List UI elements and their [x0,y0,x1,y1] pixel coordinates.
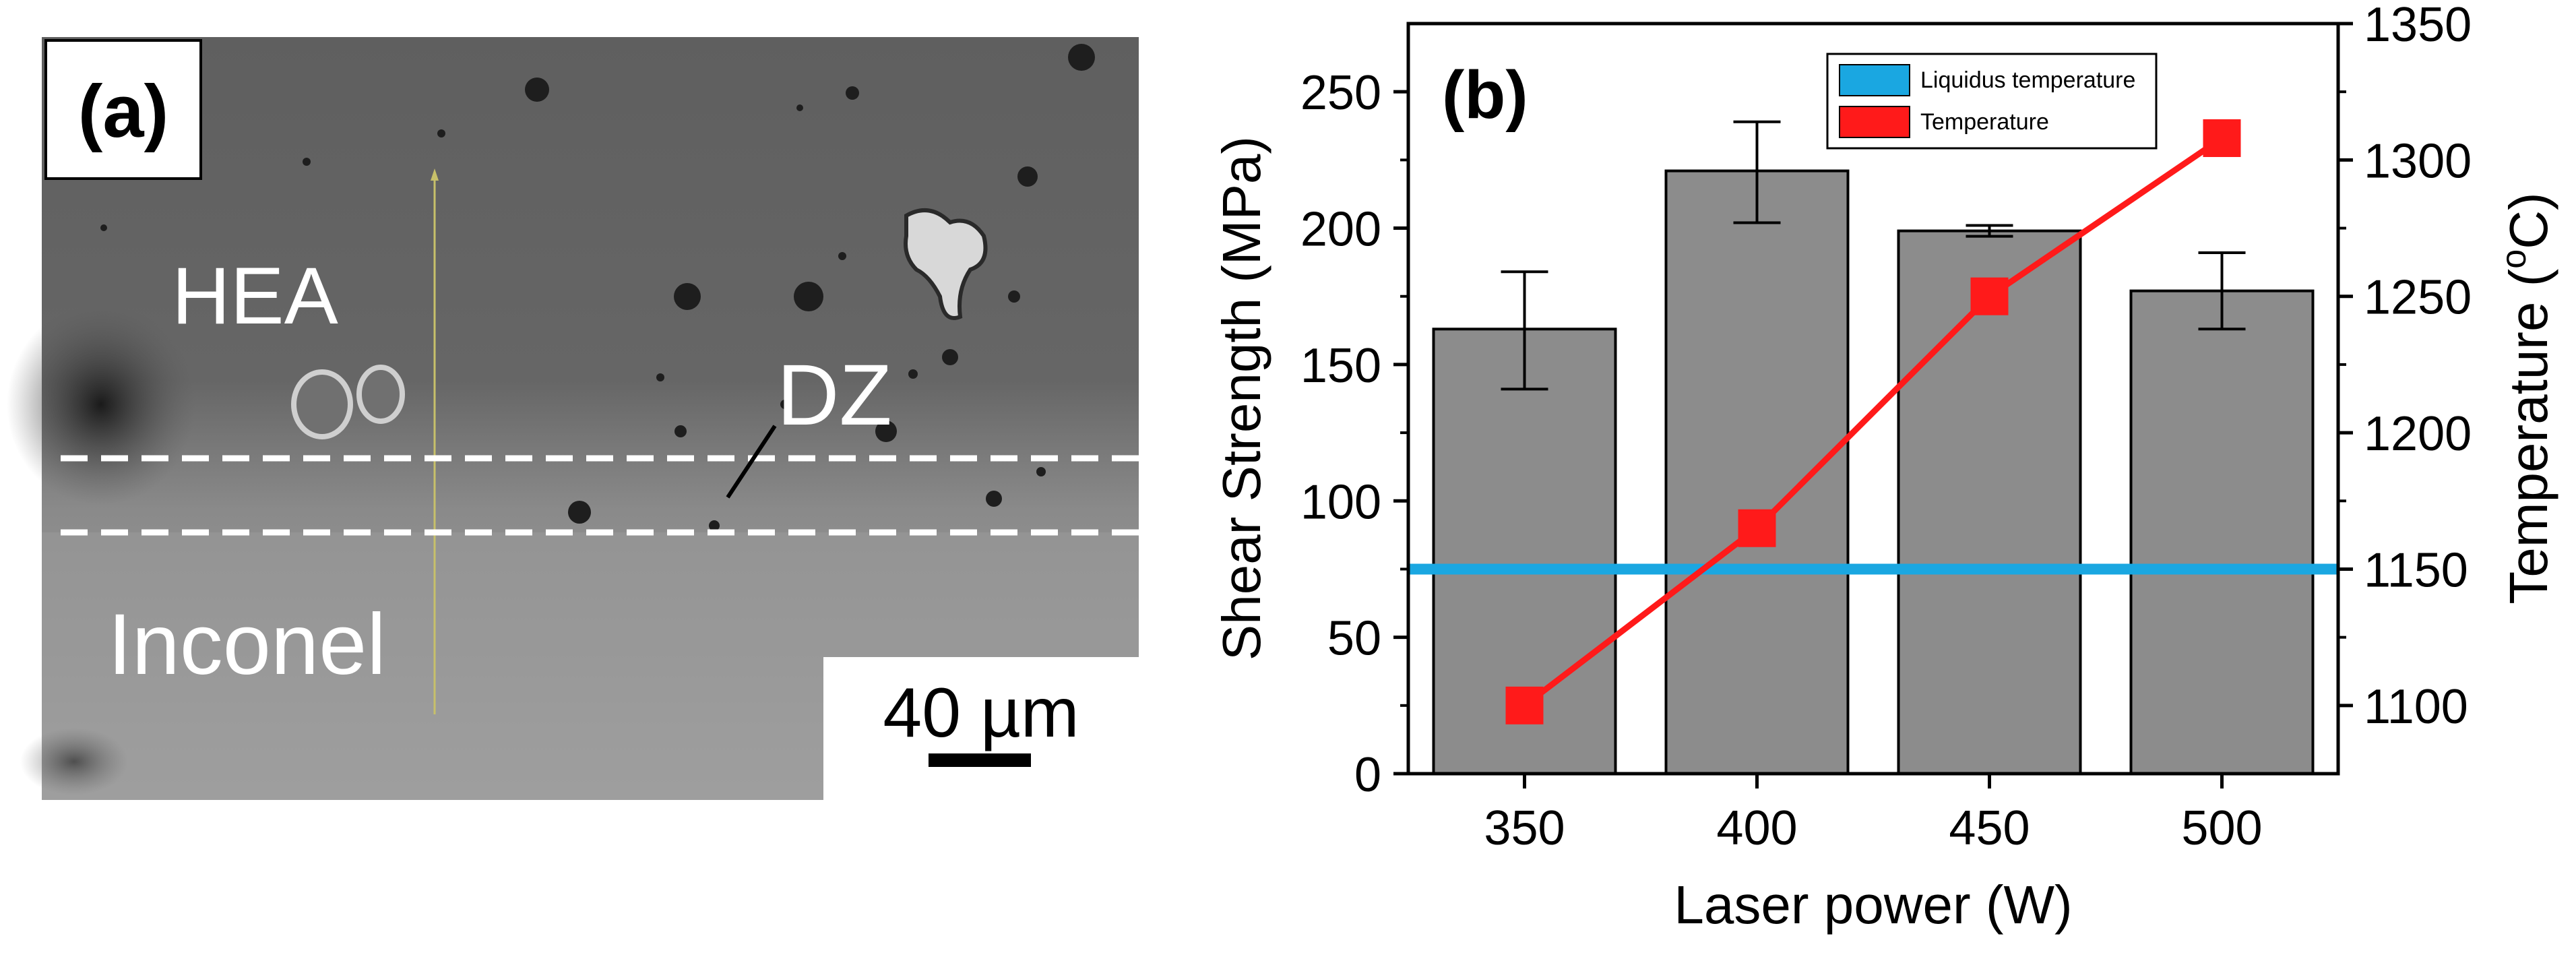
panel-a-label: (a) [78,70,168,153]
bar-500 [2129,289,2315,775]
y-axis-title: Shear Strength (MPa) [1212,136,1271,660]
panel-a-label-box [44,39,202,180]
trace-arrow [431,168,439,181]
y2-tick-label-1350: 1350 [2364,0,2472,52]
x-axis-title: Laser power (W) [1674,875,2072,935]
x-tick-label-400: 400 [1716,801,1797,855]
particle-left-1 [291,369,353,439]
y2-axis-title-prefix: Temperature ( [2499,268,2558,604]
y-tick-label-50: 50 [1327,612,1381,666]
y-tick-label-200: 200 [1300,203,1381,257]
y2-axis-title-suffix: C) [2499,192,2558,249]
temperature-point-350 [1505,686,1544,724]
temperature-line [1522,135,2224,708]
bright-particle [904,208,988,320]
plot-frame [1406,22,2340,776]
panel-b-chart: 0 50 100 150 200 250 1100 1150 1200 1250 1300 1350 3… [1212,0,2558,935]
x-tick-label-350: 350 [1484,801,1565,855]
legend-label-temperature: Temperature [1920,109,2049,135]
error-bar-500 [2198,251,2246,331]
y2-tick-label-1150: 1150 [2364,543,2468,597]
x-tick-label-450: 450 [1949,801,2030,855]
inconel-label: Inconel [108,596,386,693]
y2-axis-title: Temperature (oC) [2494,192,2558,604]
error-bar-400 [1733,120,1781,224]
y-tick-label-150: 150 [1300,339,1381,393]
y-tick-label-100: 100 [1300,475,1381,529]
error-bar-450 [1966,224,2013,238]
y-tick-label-250: 250 [1300,66,1381,120]
temperature-point-450 [1970,277,2009,315]
y2-tick-label-1300: 1300 [2364,134,2472,188]
y-tick-label-0: 0 [1354,748,1381,802]
y2-tick-label-1100: 1100 [2364,680,2468,734]
legend-swatch-temperature [1839,106,1910,138]
hea-label: HEA [172,251,338,341]
temperature-point-400 [1738,509,1776,547]
panel-a: HEA DZ Inconel (a) 40 µm [7,37,1139,800]
legend-swatch-liquidus [1839,64,1910,96]
x-tick-label-500: 500 [2181,801,2262,855]
scale-bar-label: 40 µm [883,674,1079,752]
y2-axis-title-degree: o [2494,249,2534,269]
legend: Liquidus temperature Temperature [1826,53,2158,150]
scale-bar [929,753,1031,767]
y2-tick-label-1200: 1200 [2364,407,2472,461]
pores [100,44,1095,531]
dark-blotch-lower [20,728,128,795]
particle-left-2 [356,365,405,424]
dz-pointer-line [726,425,777,499]
scale-bar-box [823,657,1139,800]
dz-label: DZ [777,347,892,443]
temperature-point-500 [2203,119,2241,157]
error-bar-350 [1501,270,1548,391]
dark-blotch [7,303,195,505]
panel-b-label: (b) [1442,57,1528,133]
bar-450 [1897,229,2082,775]
legend-label-liquidus: Liquidus temperature [1920,67,2135,93]
bar-400 [1664,169,1850,775]
y2-tick-label-1250: 1250 [2364,271,2472,325]
